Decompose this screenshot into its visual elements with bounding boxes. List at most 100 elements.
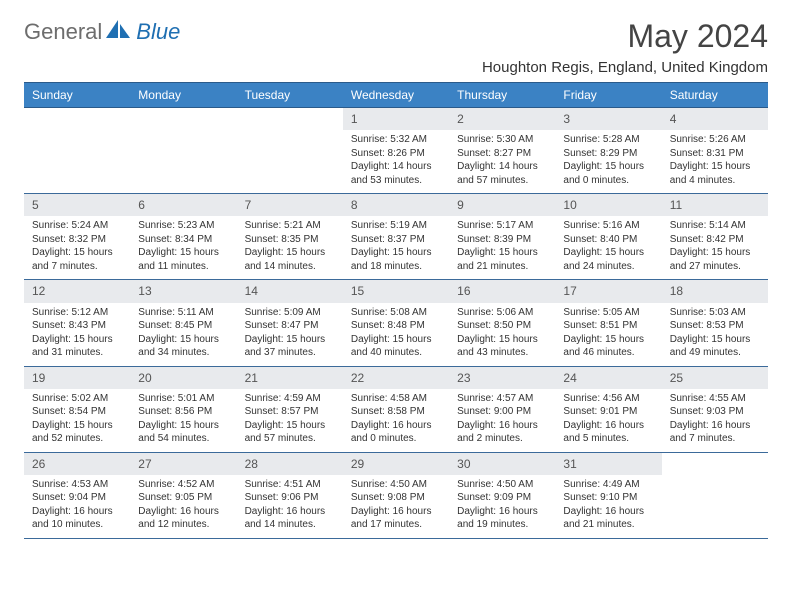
brand-logo: General Blue	[24, 18, 180, 45]
sunset-line: Sunset: 8:37 PM	[351, 233, 441, 247]
sunset-line: Sunset: 9:01 PM	[563, 405, 653, 419]
day-cell: 9 Sunrise: 5:17 AMSunset: 8:39 PMDaylight…	[449, 194, 555, 280]
sunrise-line: Sunrise: 4:51 AM	[245, 478, 335, 492]
sunrise-line: Sunrise: 5:05 AM	[563, 306, 653, 320]
daylight-line: Daylight: 15 hours and 21 minutes.	[457, 246, 547, 273]
daylight-line: Daylight: 16 hours and 2 minutes.	[457, 419, 547, 446]
sunrise-line: Sunrise: 4:50 AM	[457, 478, 547, 492]
sunset-line: Sunset: 8:43 PM	[32, 319, 122, 333]
day-number: 27	[130, 453, 236, 475]
day-cell: 17Sunrise: 5:05 AMSunset: 8:51 PMDayligh…	[555, 280, 661, 366]
weekday-header: Saturday	[662, 83, 768, 107]
day-cell: 28Sunrise: 4:51 AMSunset: 9:06 PMDayligh…	[237, 453, 343, 539]
sunset-line: Sunset: 8:45 PM	[138, 319, 228, 333]
sunset-line: Sunset: 8:51 PM	[563, 319, 653, 333]
day-cell: 4Sunrise: 5:26 AMSunset: 8:31 PMDaylight…	[662, 108, 768, 194]
daylight-line: Daylight: 16 hours and 10 minutes.	[32, 505, 122, 532]
weekday-header: Wednesday	[343, 83, 449, 107]
calendar-body: 1Sunrise: 5:32 AMSunset: 8:26 PMDaylight…	[24, 108, 768, 539]
sunset-line: Sunset: 8:54 PM	[32, 405, 122, 419]
weekday-header: Monday	[130, 83, 236, 107]
empty-cell	[130, 108, 236, 194]
daylight-line: Daylight: 15 hours and 11 minutes.	[138, 246, 228, 273]
day-cell: 14Sunrise: 5:09 AMSunset: 8:47 PMDayligh…	[237, 280, 343, 366]
day-details: Sunrise: 5:19 AMSunset: 8:37 PMDaylight:…	[343, 216, 449, 279]
title-block: May 2024	[627, 18, 768, 55]
day-details: Sunrise: 5:30 AMSunset: 8:27 PMDaylight:…	[449, 130, 555, 193]
day-cell: 22Sunrise: 4:58 AMSunset: 8:58 PMDayligh…	[343, 367, 449, 453]
daylight-line: Daylight: 15 hours and 34 minutes.	[138, 333, 228, 360]
daylight-line: Daylight: 16 hours and 7 minutes.	[670, 419, 760, 446]
day-cell: 24Sunrise: 4:56 AMSunset: 9:01 PMDayligh…	[555, 367, 661, 453]
sunrise-line: Sunrise: 5:03 AM	[670, 306, 760, 320]
day-number: 7	[237, 194, 343, 216]
sunset-line: Sunset: 9:09 PM	[457, 491, 547, 505]
daylight-line: Daylight: 15 hours and 7 minutes.	[32, 246, 122, 273]
day-cell: 26Sunrise: 4:53 AMSunset: 9:04 PMDayligh…	[24, 453, 130, 539]
sunset-line: Sunset: 8:53 PM	[670, 319, 760, 333]
sunrise-line: Sunrise: 5:28 AM	[563, 133, 653, 147]
daylight-line: Daylight: 14 hours and 53 minutes.	[351, 160, 441, 187]
daylight-line: Daylight: 15 hours and 40 minutes.	[351, 333, 441, 360]
day-cell: 6Sunrise: 5:23 AMSunset: 8:34 PMDaylight…	[130, 194, 236, 280]
empty-cell	[24, 108, 130, 194]
sunrise-line: Sunrise: 5:21 AM	[245, 219, 335, 233]
day-cell: 20Sunrise: 5:01 AMSunset: 8:56 PMDayligh…	[130, 367, 236, 453]
day-details: Sunrise: 5:06 AMSunset: 8:50 PMDaylight:…	[449, 303, 555, 366]
sunrise-line: Sunrise: 5:17 AM	[457, 219, 547, 233]
calendar: SundayMondayTuesdayWednesdayThursdayFrid…	[24, 82, 768, 539]
day-details: Sunrise: 5:02 AMSunset: 8:54 PMDaylight:…	[24, 389, 130, 452]
month-title: May 2024	[627, 18, 768, 55]
day-number: 3	[555, 108, 661, 130]
day-details: Sunrise: 4:49 AMSunset: 9:10 PMDaylight:…	[555, 475, 661, 538]
day-number: 30	[449, 453, 555, 475]
sunrise-line: Sunrise: 4:50 AM	[351, 478, 441, 492]
day-details: Sunrise: 4:50 AMSunset: 9:09 PMDaylight:…	[449, 475, 555, 538]
sunrise-line: Sunrise: 4:59 AM	[245, 392, 335, 406]
day-number: 15	[343, 280, 449, 302]
day-cell: 5Sunrise: 5:24 AMSunset: 8:32 PMDaylight…	[24, 194, 130, 280]
daylight-line: Daylight: 15 hours and 43 minutes.	[457, 333, 547, 360]
day-cell: 13 Sunrise: 5:11 AMSunset: 8:45 PMDayligh…	[130, 280, 236, 366]
sunset-line: Sunset: 8:35 PM	[245, 233, 335, 247]
sunset-line: Sunset: 8:39 PM	[457, 233, 547, 247]
sunset-line: Sunset: 9:03 PM	[670, 405, 760, 419]
calendar-header-row: SundayMondayTuesdayWednesdayThursdayFrid…	[24, 82, 768, 108]
location-text: Houghton Regis, England, United Kingdom	[24, 59, 768, 76]
day-cell: 27Sunrise: 4:52 AMSunset: 9:05 PMDayligh…	[130, 453, 236, 539]
day-cell: 15Sunrise: 5:08 AMSunset: 8:48 PMDayligh…	[343, 280, 449, 366]
sunset-line: Sunset: 8:26 PM	[351, 147, 441, 161]
day-details: Sunrise: 5:32 AMSunset: 8:26 PMDaylight:…	[343, 130, 449, 193]
day-number: 19	[24, 367, 130, 389]
sunset-line: Sunset: 9:00 PM	[457, 405, 547, 419]
weekday-header: Sunday	[24, 83, 130, 107]
day-number: 5	[24, 194, 130, 216]
day-cell: 16Sunrise: 5:06 AMSunset: 8:50 PMDayligh…	[449, 280, 555, 366]
day-number: 31	[555, 453, 661, 475]
day-details: Sunrise: 4:57 AMSunset: 9:00 PMDaylight:…	[449, 389, 555, 452]
day-number: 9	[449, 194, 555, 216]
day-details: Sunrise: 4:56 AMSunset: 9:01 PMDaylight:…	[555, 389, 661, 452]
sunset-line: Sunset: 9:10 PM	[563, 491, 653, 505]
daylight-line: Daylight: 16 hours and 0 minutes.	[351, 419, 441, 446]
day-details: Sunrise: 4:58 AMSunset: 8:58 PMDaylight:…	[343, 389, 449, 452]
sunrise-line: Sunrise: 5:01 AM	[138, 392, 228, 406]
day-details: Sunrise: 5:08 AMSunset: 8:48 PMDaylight:…	[343, 303, 449, 366]
sunrise-line: Sunrise: 5:23 AM	[138, 219, 228, 233]
daylight-line: Daylight: 15 hours and 4 minutes.	[670, 160, 760, 187]
day-details: Sunrise: 5:12 AMSunset: 8:43 PMDaylight:…	[24, 303, 130, 366]
daylight-line: Daylight: 15 hours and 31 minutes.	[32, 333, 122, 360]
day-cell: 19Sunrise: 5:02 AMSunset: 8:54 PMDayligh…	[24, 367, 130, 453]
day-cell: 31Sunrise: 4:49 AMSunset: 9:10 PMDayligh…	[555, 453, 661, 539]
day-details: Sunrise: 4:50 AMSunset: 9:08 PMDaylight:…	[343, 475, 449, 538]
day-number: 6	[130, 194, 236, 216]
sunrise-line: Sunrise: 5:11 AM	[138, 306, 228, 320]
sunset-line: Sunset: 9:05 PM	[138, 491, 228, 505]
day-number: 13	[130, 280, 236, 302]
day-details: Sunrise: 5:14 AMSunset: 8:42 PMDaylight:…	[662, 216, 768, 279]
day-cell: 11Sunrise: 5:14 AMSunset: 8:42 PMDayligh…	[662, 194, 768, 280]
day-cell: 8Sunrise: 5:19 AMSunset: 8:37 PMDaylight…	[343, 194, 449, 280]
weekday-header: Tuesday	[237, 83, 343, 107]
sunrise-line: Sunrise: 5:09 AM	[245, 306, 335, 320]
day-number: 26	[24, 453, 130, 475]
